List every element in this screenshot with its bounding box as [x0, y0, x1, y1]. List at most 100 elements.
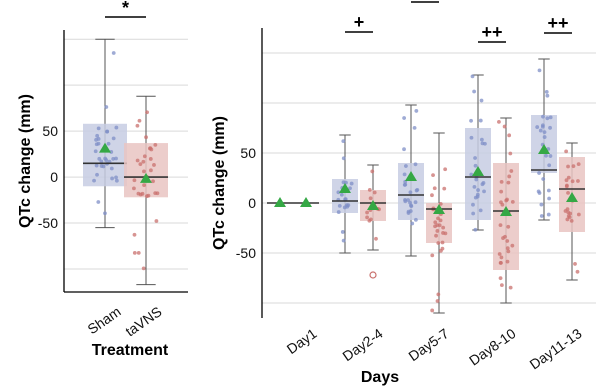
day-3-sham-point	[480, 141, 485, 146]
day-4-sham-point	[541, 177, 546, 181]
day-3-sham-point	[472, 184, 477, 189]
day-2-tavns-point	[443, 231, 448, 236]
day-3-sham-point	[474, 177, 479, 182]
day-4-sham-point	[542, 135, 547, 139]
day-2-tavns-point	[430, 308, 435, 313]
day-2-tavns-point	[440, 240, 445, 245]
day-1-sham-point	[340, 230, 345, 234]
treatment-1-point	[142, 183, 147, 188]
x-tick-label: Day8-10	[466, 325, 519, 369]
treatment-0-point	[111, 156, 116, 161]
treatment-1-point	[132, 250, 137, 255]
day-4-tavns-point	[573, 262, 577, 266]
day-3-sham-point	[473, 163, 478, 168]
day-4-sham-point	[539, 214, 544, 218]
day-1-sham-mean-marker	[339, 183, 351, 193]
day-4-sham-point	[545, 116, 550, 121]
day-3-tavns-point	[505, 239, 510, 243]
day-3-sham-point	[469, 118, 473, 123]
treatment-1-point	[140, 191, 145, 196]
day-3-tavns-point	[497, 252, 502, 256]
day-4-tavns-point	[566, 164, 570, 169]
day-1-sham-point	[341, 156, 346, 161]
day-3-tavns-box	[493, 163, 519, 270]
day-3-tavns-point	[502, 124, 507, 129]
treatment-1-point	[136, 250, 141, 255]
day-2-tavns-point	[436, 292, 441, 297]
day-4-sham-point	[537, 171, 541, 175]
treatment-0-point	[114, 156, 118, 161]
treatment-0-point	[99, 159, 104, 164]
day-2-sham-point	[409, 203, 413, 208]
day-2-sham-point	[414, 188, 419, 193]
treatment-1-point	[145, 110, 149, 115]
day-3-tavns-point	[499, 283, 504, 288]
day-3-tavns-point	[500, 202, 505, 207]
day-3-tavns-point	[506, 180, 511, 185]
day-2-tavns-point	[430, 253, 435, 258]
day-1-tavns-point	[365, 210, 369, 215]
day-2-tavns-point	[436, 216, 440, 221]
day-3-sham-point	[482, 189, 486, 194]
treatment-1-point	[141, 159, 146, 164]
y-tick-label: -50	[236, 245, 256, 261]
day-2-tavns-point	[430, 193, 434, 198]
day-4-sham-point	[548, 154, 553, 158]
day-1-sham-point	[349, 181, 354, 186]
day-1-sham-point	[336, 190, 341, 195]
treatment-0-box	[83, 123, 127, 187]
day-3-tavns-point	[509, 169, 514, 173]
day-2-sham-point	[413, 200, 418, 205]
day-4-sham-point	[538, 128, 543, 133]
treatment-0-point	[114, 125, 119, 130]
day-3-tavns-point	[508, 285, 513, 290]
treatment-0-point	[95, 172, 99, 177]
treatment-0-point	[104, 105, 109, 109]
day1-tavns-mean	[300, 197, 312, 207]
day-3-sham-point	[478, 208, 483, 213]
treatment-1-point	[132, 186, 136, 191]
day-2-sham-point	[402, 116, 407, 120]
treatment-0-point	[114, 175, 118, 180]
treatment-1-point	[149, 147, 154, 152]
day-3-sham-point	[470, 74, 475, 79]
day-3-sham-point	[478, 118, 483, 123]
day-3-tavns-point	[499, 179, 504, 184]
day-3-tavns-mean-marker	[500, 206, 512, 216]
day-1-tavns-point	[365, 215, 369, 220]
day-2-sham-point	[402, 172, 407, 177]
day-1-tavns-point	[370, 169, 375, 174]
day-4-tavns-point	[576, 162, 581, 167]
day-4-tavns-point	[566, 190, 570, 195]
significance-label: ++	[481, 22, 502, 42]
day1-sham-mean	[274, 197, 286, 207]
day-1-sham-point	[336, 210, 341, 214]
treatment-1-point	[137, 118, 142, 123]
treatment-0-point	[96, 200, 101, 204]
day-2-tavns-point	[443, 167, 448, 172]
day-3-tavns-point	[506, 224, 511, 229]
treatment-0-point	[94, 137, 98, 142]
day-3-sham-point	[473, 156, 477, 160]
day-3-tavns-point	[498, 223, 503, 228]
day-2-tavns-point	[432, 186, 437, 191]
day-4-tavns-point	[564, 178, 569, 183]
day-1-sham-point	[341, 238, 346, 243]
treatment-1-point	[151, 179, 155, 184]
day-3-tavns-point	[498, 276, 503, 281]
treatment-1-point	[135, 158, 140, 163]
day-2-sham-point	[403, 199, 408, 204]
day-4-sham-point	[544, 89, 549, 94]
treatment-0-point	[109, 166, 114, 171]
day-1-sham-point	[339, 192, 344, 197]
significance-label: +	[354, 12, 365, 32]
treatment-0-point	[103, 211, 107, 216]
day-4-tavns-point	[576, 212, 581, 217]
day-4-sham-point	[548, 125, 552, 130]
day-4-tavns-point	[564, 149, 569, 154]
day-4-sham-point	[539, 202, 544, 207]
treatment-1-point	[132, 178, 137, 183]
day-2-tavns-point	[434, 233, 438, 238]
day-2-sham-point	[410, 221, 415, 226]
